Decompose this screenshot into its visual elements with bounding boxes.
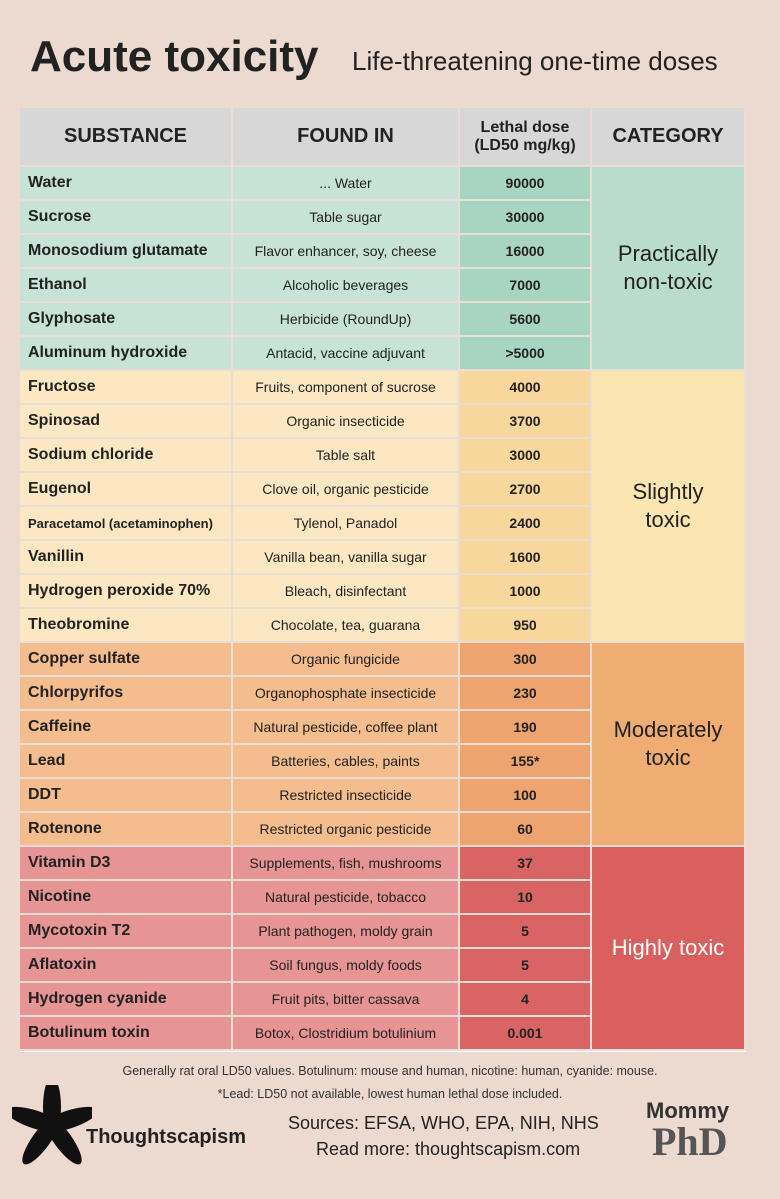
found-in: Fruit pits, bitter cassava bbox=[233, 983, 460, 1017]
substance: Vitamin D3 bbox=[20, 847, 233, 881]
column-header: FOUND IN bbox=[233, 108, 460, 167]
found-in: Bleach, disinfectant bbox=[233, 575, 460, 609]
found-in: Restricted insecticide bbox=[233, 779, 460, 813]
substance: Vanillin bbox=[20, 541, 233, 575]
substance: Hydrogen peroxide 70% bbox=[20, 575, 233, 609]
found-in: Soil fungus, moldy foods bbox=[233, 949, 460, 983]
substance: Eugenol bbox=[20, 473, 233, 507]
footnote: Generally rat oral LD50 values. Botulinu… bbox=[122, 1064, 658, 1078]
footnote: *Lead: LD50 not available, lowest human … bbox=[217, 1087, 563, 1101]
found-in: Batteries, cables, paints bbox=[233, 745, 460, 779]
lethal-dose: 0.001 bbox=[460, 1017, 592, 1051]
substance: Nicotine bbox=[20, 881, 233, 915]
read-more: Read more: thoughtscapism.com bbox=[316, 1139, 581, 1159]
substance: Caffeine bbox=[20, 711, 233, 745]
lethal-dose: 7000 bbox=[460, 269, 592, 303]
logo-text: PhD bbox=[652, 1119, 728, 1164]
substance: Lead bbox=[20, 745, 233, 779]
lethal-dose: 37 bbox=[460, 847, 592, 881]
substance: DDT bbox=[20, 779, 233, 813]
lethal-dose: 4 bbox=[460, 983, 592, 1017]
category: Moderately toxic bbox=[592, 643, 746, 847]
substance: Monosodium glutamate bbox=[20, 235, 233, 269]
lethal-dose: 30000 bbox=[460, 201, 592, 235]
brand-logo bbox=[12, 1085, 92, 1165]
found-in: Fruits, component of sucrose bbox=[233, 371, 460, 405]
column-header: Lethal dose (LD50 mg/kg) bbox=[460, 108, 592, 167]
lethal-dose: 3700 bbox=[460, 405, 592, 439]
lethal-dose: 5 bbox=[460, 915, 592, 949]
substance: Rotenone bbox=[20, 813, 233, 847]
substance: Paracetamol (acetaminophen) bbox=[20, 507, 233, 541]
found-in: Supplements, fish, mushrooms bbox=[233, 847, 460, 881]
found-in: Table salt bbox=[233, 439, 460, 473]
found-in: Herbicide (RoundUp) bbox=[233, 303, 460, 337]
found-in: Organophosphate insecticide bbox=[233, 677, 460, 711]
brand: Thoughtscapism bbox=[86, 1126, 247, 1148]
category: Highly toxic bbox=[592, 847, 746, 1051]
lethal-dose: 2700 bbox=[460, 473, 592, 507]
lethal-dose: 60 bbox=[460, 813, 592, 847]
found-in: Chocolate, tea, guarana bbox=[233, 609, 460, 643]
lethal-dose: 1000 bbox=[460, 575, 592, 609]
lethal-dose: 950 bbox=[460, 609, 592, 643]
lethal-dose: 1600 bbox=[460, 541, 592, 575]
substance: Hydrogen cyanide bbox=[20, 983, 233, 1017]
table: SUBSTANCE FOUND IN Lethal dose (LD50 mg/kg… bbox=[20, 108, 746, 1052]
lethal-dose: 300 bbox=[460, 643, 592, 677]
found-in: Table sugar bbox=[233, 201, 460, 235]
category: Practically non-toxic bbox=[592, 167, 746, 371]
substance: Sodium chloride bbox=[20, 439, 233, 473]
substance: Copper sulfate bbox=[20, 643, 233, 677]
lethal-dose: 190 bbox=[460, 711, 592, 745]
found-in: Clove oil, organic pesticide bbox=[233, 473, 460, 507]
lethal-dose: 16000 bbox=[460, 235, 592, 269]
substance: Theobromine bbox=[20, 609, 233, 643]
found-in: Natural pesticide, tobacco bbox=[233, 881, 460, 915]
found-in: Organic insecticide bbox=[233, 405, 460, 439]
found-in: Tylenol, Panadol bbox=[233, 507, 460, 541]
found-in: Flavor enhancer, soy, cheese bbox=[233, 235, 460, 269]
found-in: Natural pesticide, coffee plant bbox=[233, 711, 460, 745]
lethal-dose: 230 bbox=[460, 677, 592, 711]
substance: Fructose bbox=[20, 371, 233, 405]
substance: Mycotoxin T2 bbox=[20, 915, 233, 949]
substance: Spinosad bbox=[20, 405, 233, 439]
found-in: ... Water bbox=[233, 167, 460, 201]
lethal-dose: 4000 bbox=[460, 371, 592, 405]
found-in: Antacid, vaccine adjuvant bbox=[233, 337, 460, 371]
found-in: Plant pathogen, moldy grain bbox=[233, 915, 460, 949]
sources: Sources: EFSA, WHO, EPA, NIH, NHS bbox=[288, 1113, 599, 1133]
lethal-dose: 5 bbox=[460, 949, 592, 983]
found-in: Vanilla bean, vanilla sugar bbox=[233, 541, 460, 575]
substance: Aflatoxin bbox=[20, 949, 233, 983]
column-header: CATEGORY bbox=[592, 108, 746, 167]
category: Slightly toxic bbox=[592, 371, 746, 643]
substance: Water bbox=[20, 167, 233, 201]
lethal-dose: 3000 bbox=[460, 439, 592, 473]
lethal-dose: >5000 bbox=[460, 337, 592, 371]
found-in: Alcoholic beverages bbox=[233, 269, 460, 303]
lethal-dose: 90000 bbox=[460, 167, 592, 201]
substance: Glyphosate bbox=[20, 303, 233, 337]
substance: Chlorpyrifos bbox=[20, 677, 233, 711]
lethal-dose: 100 bbox=[460, 779, 592, 813]
lethal-dose: 5600 bbox=[460, 303, 592, 337]
substance: Sucrose bbox=[20, 201, 233, 235]
lethal-dose: 10 bbox=[460, 881, 592, 915]
found-in: Restricted organic pesticide bbox=[233, 813, 460, 847]
found-in: Botox, Clostridium botulinium bbox=[233, 1017, 460, 1051]
substance: Aluminum hydroxide bbox=[20, 337, 233, 371]
logo-text: Mommy bbox=[646, 1098, 730, 1123]
column-header: SUBSTANCE bbox=[20, 108, 233, 167]
lethal-dose: 2400 bbox=[460, 507, 592, 541]
found-in: Organic fungicide bbox=[233, 643, 460, 677]
lethal-dose: 155* bbox=[460, 745, 592, 779]
subtitle: Life-threatening one-time doses bbox=[352, 46, 718, 76]
substance: Botulinum toxin bbox=[20, 1017, 233, 1051]
title: Acute toxicity bbox=[30, 32, 319, 81]
substance: Ethanol bbox=[20, 269, 233, 303]
